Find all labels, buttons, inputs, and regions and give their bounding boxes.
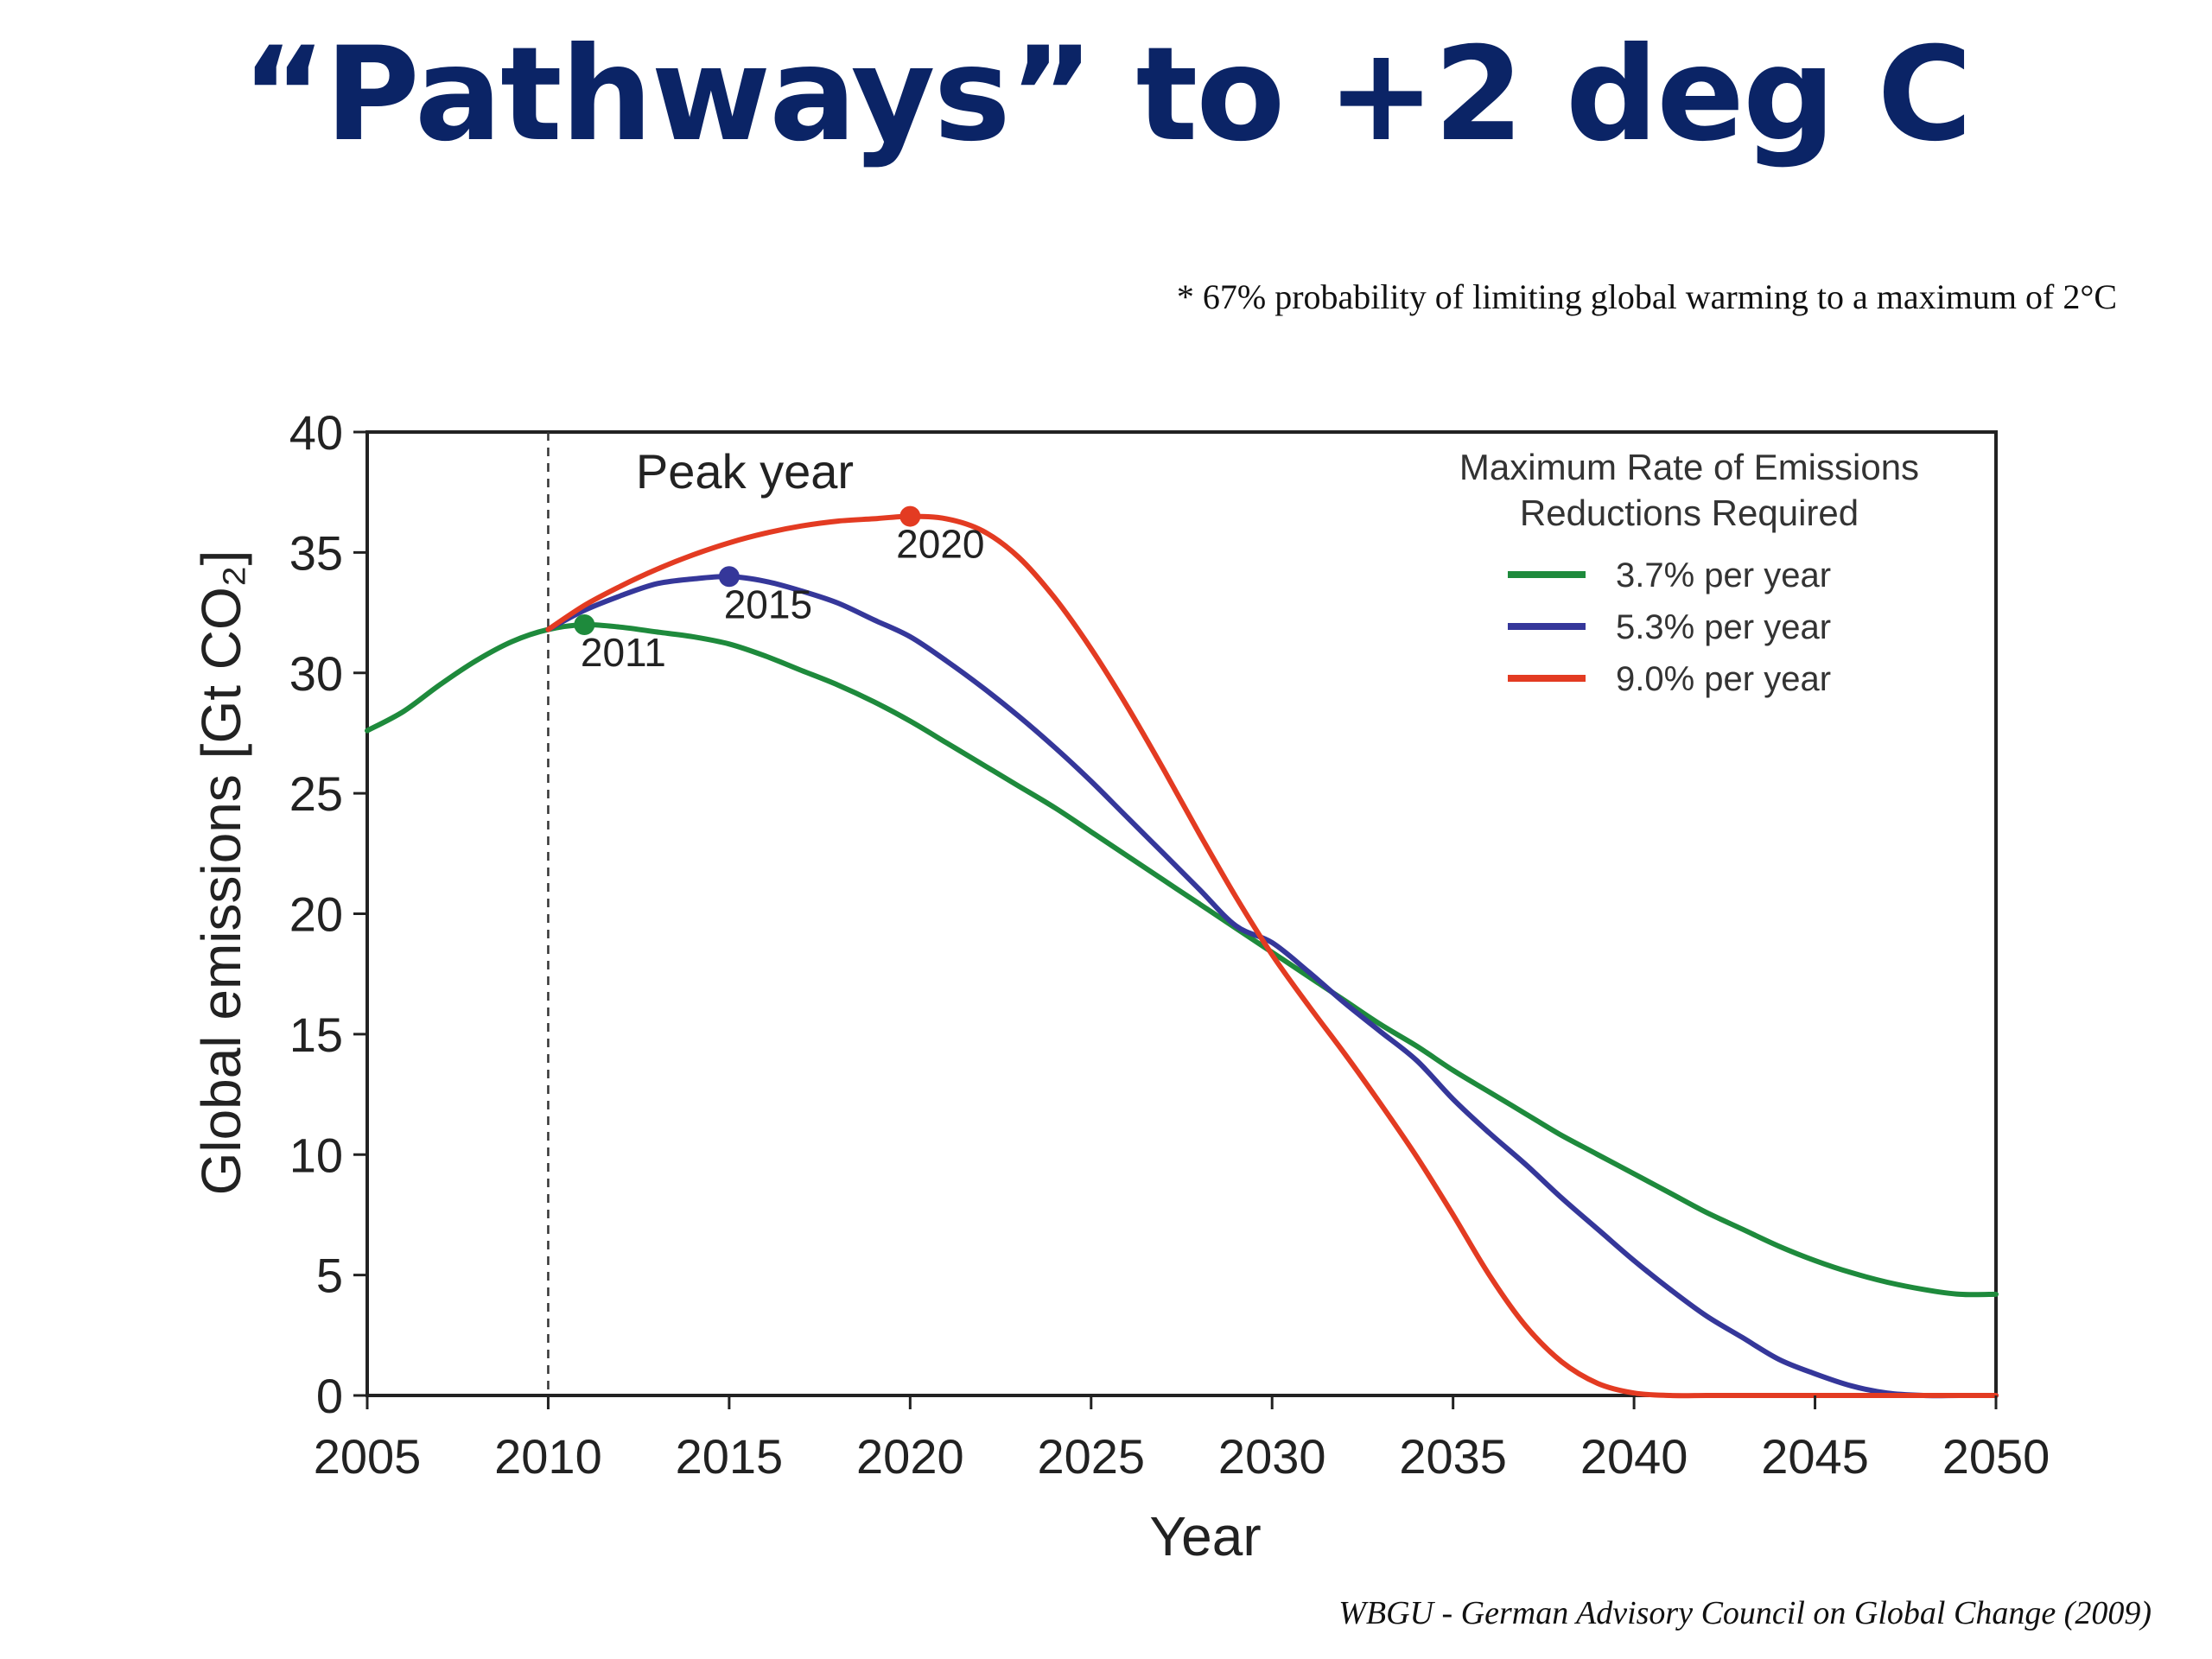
y-tick-label: 35 [289,525,343,580]
legend-title-line-1: Maximum Rate of Emissions [1459,447,1919,487]
peak-marker [574,614,595,635]
legend-title-line-2: Reductions Required [1520,493,1859,533]
peak-year-label: 2011 [581,630,666,675]
y-tick-label: 10 [289,1128,343,1182]
y-tick-label: 25 [289,766,343,821]
y-tick-label: 15 [289,1007,343,1062]
x-tick-label: 2040 [1580,1429,1688,1484]
peak-year-label: 2015 [724,582,812,626]
y-tick-label: 5 [316,1249,343,1303]
x-tick-label: 2005 [314,1429,422,1484]
x-tick-label: 2035 [1399,1429,1507,1484]
x-tick-label: 2020 [856,1429,964,1484]
series-line [545,513,1999,1399]
legend-label: 3.7% per year [1616,556,1831,594]
x-tick-label: 2025 [1037,1429,1145,1484]
y-tick-label: 40 [289,405,343,460]
peak-marker [899,505,921,527]
peak-marker [718,566,740,588]
legend-label: 9.0% per year [1616,660,1831,698]
y-tick-label: 30 [289,646,343,701]
series-line [365,621,1999,1298]
x-tick-label: 2045 [1761,1429,1869,1484]
x-axis-label: Year [1149,1505,1261,1567]
series-line [545,574,1999,1399]
x-tick-label: 2015 [676,1429,784,1484]
source-citation: WBGU - German Advisory Council on Global… [1338,1595,2152,1631]
x-tick-label: 2010 [494,1429,602,1484]
y-tick-label: 0 [316,1369,343,1423]
peak-year-annotation: Peak year [636,444,854,499]
y-tick-label: 20 [289,887,343,942]
x-tick-label: 2030 [1218,1429,1326,1484]
probability-footnote: * 67% probability of limiting global war… [1176,277,2117,316]
x-tick-label: 2050 [1942,1429,2050,1484]
legend-label: 5.3% per year [1616,608,1831,646]
peak-year-label: 2020 [896,522,984,567]
y-axis-label: Global emissions [Gt CO₂] [190,550,252,1196]
slide-title: “Pathways” to +2 deg C [241,20,1972,170]
